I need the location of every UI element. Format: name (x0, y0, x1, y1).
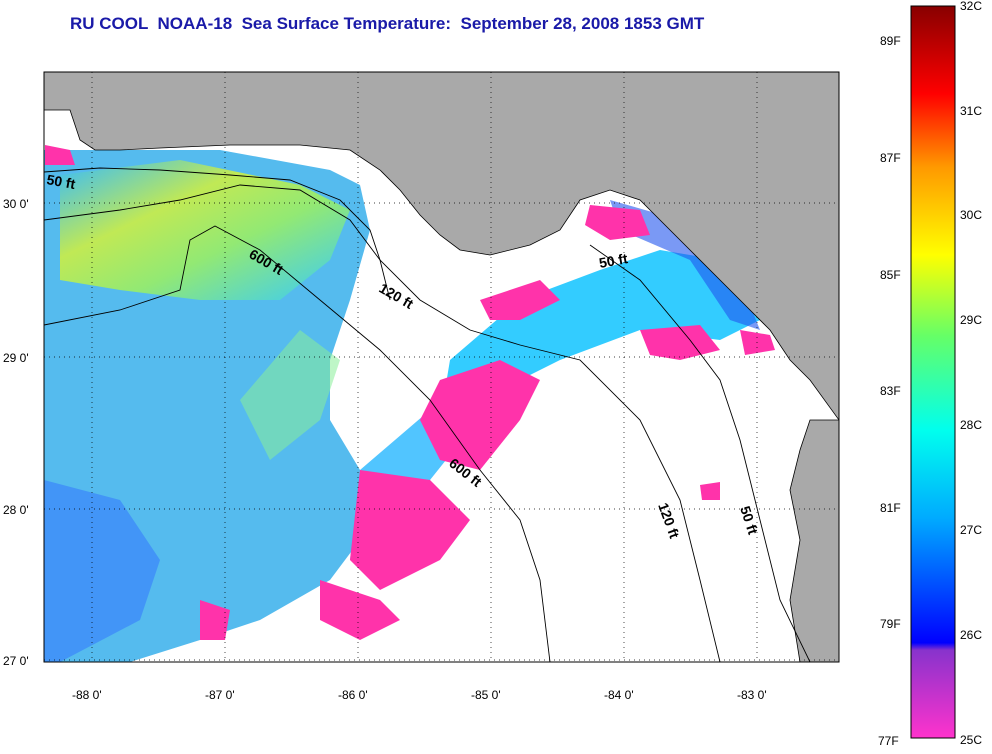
lon-tick-label: -83 0' (737, 688, 767, 702)
land-gulf-coast (44, 72, 839, 421)
map-frame (43, 71, 840, 663)
lon-tick-label: -84 0' (604, 688, 634, 702)
sst-green-streaks (240, 330, 340, 460)
contour-50ft-east (589, 244, 811, 662)
colorbar-c-label: 26C (960, 628, 982, 642)
contour-600ft (44, 225, 551, 662)
depth-label: 50 ft (45, 171, 76, 192)
map-plot-area (44, 72, 839, 662)
colorbar-f-label: 79F (880, 617, 901, 631)
colorbar-f-label: 87F (880, 151, 901, 165)
depth-label: 50 ft (598, 250, 629, 271)
latitude-labels: 30 0' 29 0' 28 0' 27 0' (3, 197, 29, 668)
lon-tick-label: -85 0' (471, 688, 501, 702)
colorbar-f-label: 85F (880, 268, 901, 282)
lon-tick-label: -87 0' (205, 688, 235, 702)
colorbar-c-label: 25C (960, 733, 982, 747)
colorbar-c-label: 27C (960, 523, 982, 537)
colorbar-c-label: 31C (960, 104, 982, 118)
colorbar-c-label: 29C (960, 313, 982, 327)
land-florida-peninsula (789, 419, 839, 662)
longitude-labels: -88 0' -87 0' -86 0' -85 0' -84 0' -83 0… (72, 688, 767, 702)
colorbar-f-label: 83F (880, 384, 901, 398)
sst-cool-patches (45, 145, 775, 640)
lat-tick-label: 27 0' (3, 654, 29, 668)
lat-tick-label: 29 0' (3, 351, 29, 365)
map-title: RU COOL NOAA-18 Sea Surface Temperature:… (70, 14, 705, 33)
graticule (44, 72, 839, 662)
colorbar-f-label: 77F (878, 734, 899, 748)
lon-tick-label: -88 0' (72, 688, 102, 702)
contour-120ft (44, 184, 721, 662)
colorbar: 89F 87F 85F 83F 81F 79F 77F 32C 31C 30C … (878, 0, 982, 748)
colorbar-f-label: 89F (880, 34, 901, 48)
lon-tick-label: -86 0' (338, 688, 368, 702)
bathymetry-contours (44, 167, 811, 662)
colorbar-c-label: 32C (960, 0, 982, 13)
colorbar-c-label: 30C (960, 208, 982, 222)
colorbar-f-label: 81F (880, 501, 901, 515)
lat-tick-label: 28 0' (3, 503, 29, 517)
contour-50ft-west (44, 167, 391, 301)
sst-blue-band (44, 480, 160, 662)
lat-tick-label: 30 0' (3, 197, 29, 211)
colorbar-c-label: 28C (960, 418, 982, 432)
colorbar-gradient (910, 5, 956, 739)
